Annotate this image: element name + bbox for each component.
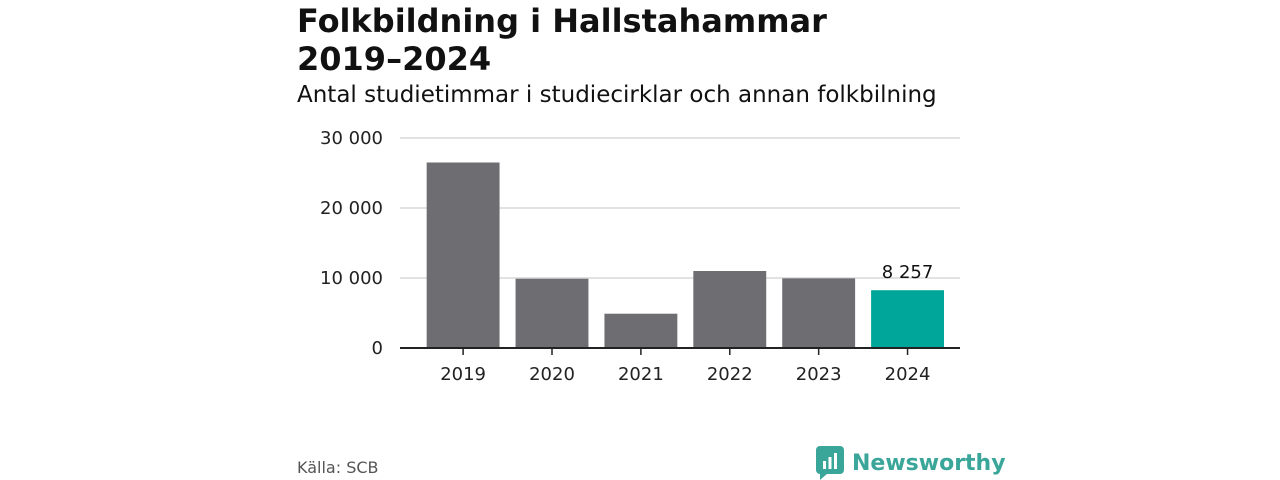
chart-title: Folkbildning i Hallstahammar 2019–2024 bbox=[297, 2, 827, 78]
bar-2023 bbox=[782, 278, 856, 348]
y-tick-label: 0 bbox=[372, 338, 383, 359]
bars bbox=[426, 162, 944, 348]
bar-2022 bbox=[693, 271, 767, 348]
x-tick-label: 2023 bbox=[796, 364, 842, 385]
bar-2020 bbox=[515, 278, 589, 348]
y-tick-label: 20 000 bbox=[320, 198, 383, 219]
chart-subtitle: Antal studietimmar i studiecirklar och a… bbox=[297, 82, 937, 108]
data-label: 8 257 bbox=[882, 262, 934, 283]
brand-logo: Newsworthy bbox=[816, 446, 1006, 480]
labels: 0 10 000 20 000 30 000 2019 2020 2021 2022 2023 2… bbox=[320, 128, 933, 385]
axes bbox=[400, 347, 960, 355]
x-tick-label: 2020 bbox=[529, 364, 575, 385]
y-tick-label: 30 000 bbox=[320, 128, 383, 149]
x-tick-label: 2024 bbox=[885, 364, 931, 385]
source-note: Källa: SCB bbox=[297, 458, 379, 477]
x-tick-label: 2021 bbox=[618, 364, 664, 385]
x-tick-label: 2022 bbox=[707, 364, 753, 385]
x-tick-label: 2019 bbox=[440, 364, 486, 385]
newsworthy-logo-icon bbox=[816, 446, 844, 480]
bar-2024 bbox=[871, 290, 944, 348]
y-tick-label: 10 000 bbox=[320, 268, 383, 289]
bar-2019 bbox=[426, 162, 500, 348]
bar-2021 bbox=[604, 313, 678, 348]
brand-name: Newsworthy bbox=[852, 450, 1006, 476]
